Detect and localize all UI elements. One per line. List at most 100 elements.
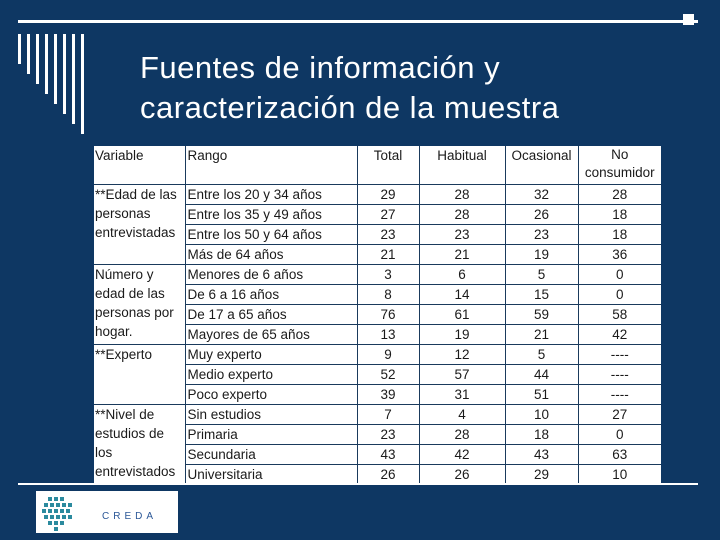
habitual-cell: 21 xyxy=(419,244,506,265)
header-variable: Variable xyxy=(94,146,186,185)
header-no: No xyxy=(611,147,629,162)
habitual-cell: 6 xyxy=(419,264,506,285)
ocasional-cell: 5 xyxy=(505,344,579,365)
logo-text: CREDA xyxy=(102,511,158,522)
ocasional-cell: 23 xyxy=(505,224,579,245)
no-consumidor-cell: 0 xyxy=(578,284,661,305)
decorative-bar xyxy=(81,34,84,134)
no-consumidor-cell: 27 xyxy=(578,404,661,425)
table-row: De 6 a 16 años 8 14 15 0 xyxy=(94,284,661,305)
no-consumidor-cell: 36 xyxy=(578,244,661,265)
decorative-bar xyxy=(54,34,57,104)
slide-title: Fuentes de información y caracterización… xyxy=(140,48,559,128)
ocasional-cell: 26 xyxy=(505,204,579,225)
no-consumidor-cell: ---- xyxy=(578,384,661,405)
total-cell: 7 xyxy=(357,404,420,425)
habitual-cell: 28 xyxy=(419,204,506,225)
rango-cell: Sin estudios xyxy=(185,404,358,425)
rango-cell: Poco experto xyxy=(185,384,358,405)
rango-cell: Menores de 6 años xyxy=(185,264,358,285)
no-consumidor-cell: ---- xyxy=(578,364,661,385)
rango-cell: Entre los 50 y 64 años xyxy=(185,224,358,245)
total-cell: 27 xyxy=(357,204,420,225)
ocasional-cell: 10 xyxy=(505,404,579,425)
rango-cell: Primaria xyxy=(185,424,358,445)
no-consumidor-cell: 63 xyxy=(578,444,661,465)
habitual-cell: 26 xyxy=(419,464,506,485)
table-row: Más de 64 años 21 21 19 36 xyxy=(94,244,661,265)
bottom-rule xyxy=(18,483,698,485)
table-row: Primaria 23 28 18 0 xyxy=(94,424,661,445)
no-consumidor-cell: 0 xyxy=(578,424,661,445)
no-consumidor-cell: ---- xyxy=(578,344,661,365)
habitual-cell: 19 xyxy=(419,324,506,345)
total-cell: 76 xyxy=(357,304,420,325)
header-total: Total xyxy=(357,146,420,185)
no-consumidor-cell: 0 xyxy=(578,264,661,285)
rango-cell: Entre los 35 y 49 años xyxy=(185,204,358,225)
total-cell: 29 xyxy=(357,184,420,205)
ocasional-cell: 21 xyxy=(505,324,579,345)
rango-cell: Mayores de 65 años xyxy=(185,324,358,345)
rango-cell: De 17 a 65 años xyxy=(185,304,358,325)
total-cell: 13 xyxy=(357,324,420,345)
decorative-bar xyxy=(18,34,21,64)
rango-cell: Medio experto xyxy=(185,364,358,385)
rango-cell: De 6 a 16 años xyxy=(185,284,358,305)
rango-cell: Muy experto xyxy=(185,344,358,365)
table-row: **Experto Muy experto 9 12 5 ---- xyxy=(94,344,661,405)
decorative-bar xyxy=(36,34,39,84)
top-rule-square xyxy=(683,14,694,25)
table-row: Entre los 35 y 49 años 27 28 26 18 xyxy=(94,204,661,225)
variable-cell: **Nivel de estudios de los entrevistados xyxy=(94,404,186,485)
decorative-bar xyxy=(45,34,48,94)
total-cell: 23 xyxy=(357,424,420,445)
rango-cell: Universitaria xyxy=(185,464,358,485)
table-row: **Nivel de estudios de los entrevistados… xyxy=(94,404,661,485)
variable-cell: **Edad de las personas entrevistadas xyxy=(94,184,186,265)
ocasional-cell: 59 xyxy=(505,304,579,325)
habitual-cell: 31 xyxy=(419,384,506,405)
no-consumidor-cell: 58 xyxy=(578,304,661,325)
ocasional-cell: 32 xyxy=(505,184,579,205)
table-row: De 17 a 65 años 76 61 59 58 xyxy=(94,304,661,325)
table-row: Poco experto 39 31 51 ---- xyxy=(94,384,661,405)
total-cell: 26 xyxy=(357,464,420,485)
habitual-cell: 28 xyxy=(419,424,506,445)
total-cell: 52 xyxy=(357,364,420,385)
ocasional-cell: 18 xyxy=(505,424,579,445)
rango-cell: Entre los 20 y 34 años xyxy=(185,184,358,205)
table-row: Mayores de 65 años 13 19 21 42 xyxy=(94,324,661,345)
total-cell: 23 xyxy=(357,224,420,245)
title-line-2: caracterización de la muestra xyxy=(140,90,560,125)
ocasional-cell: 43 xyxy=(505,444,579,465)
no-consumidor-cell: 18 xyxy=(578,224,661,245)
no-consumidor-cell: 42 xyxy=(578,324,661,345)
table-row: Medio experto 52 57 44 ---- xyxy=(94,364,661,385)
table-header-row: Variable Rango Total Habitual Ocasional … xyxy=(94,146,661,185)
decorative-bar xyxy=(72,34,75,124)
no-consumidor-cell: 10 xyxy=(578,464,661,485)
total-cell: 43 xyxy=(357,444,420,465)
habitual-cell: 12 xyxy=(419,344,506,365)
table-row: Número y edad de las personas por hogar.… xyxy=(94,264,661,345)
header-ocasional: Ocasional xyxy=(505,146,579,185)
sample-table: Variable Rango Total Habitual Ocasional … xyxy=(94,146,661,485)
habitual-cell: 57 xyxy=(419,364,506,385)
total-cell: 3 xyxy=(357,264,420,285)
no-consumidor-cell: 28 xyxy=(578,184,661,205)
habitual-cell: 4 xyxy=(419,404,506,425)
rango-cell: Más de 64 años xyxy=(185,244,358,265)
top-rule xyxy=(18,20,698,23)
habitual-cell: 28 xyxy=(419,184,506,205)
ocasional-cell: 44 xyxy=(505,364,579,385)
creda-logo: CREDA xyxy=(36,491,178,533)
total-cell: 9 xyxy=(357,344,420,365)
variable-cell: Número y edad de las personas por hogar. xyxy=(94,264,186,345)
table-row: Entre los 50 y 64 años 23 23 23 18 xyxy=(94,224,661,245)
no-consumidor-cell: 18 xyxy=(578,204,661,225)
decorative-bar xyxy=(27,34,30,74)
header-habitual: Habitual xyxy=(419,146,506,185)
ocasional-cell: 51 xyxy=(505,384,579,405)
ocasional-cell: 15 xyxy=(505,284,579,305)
